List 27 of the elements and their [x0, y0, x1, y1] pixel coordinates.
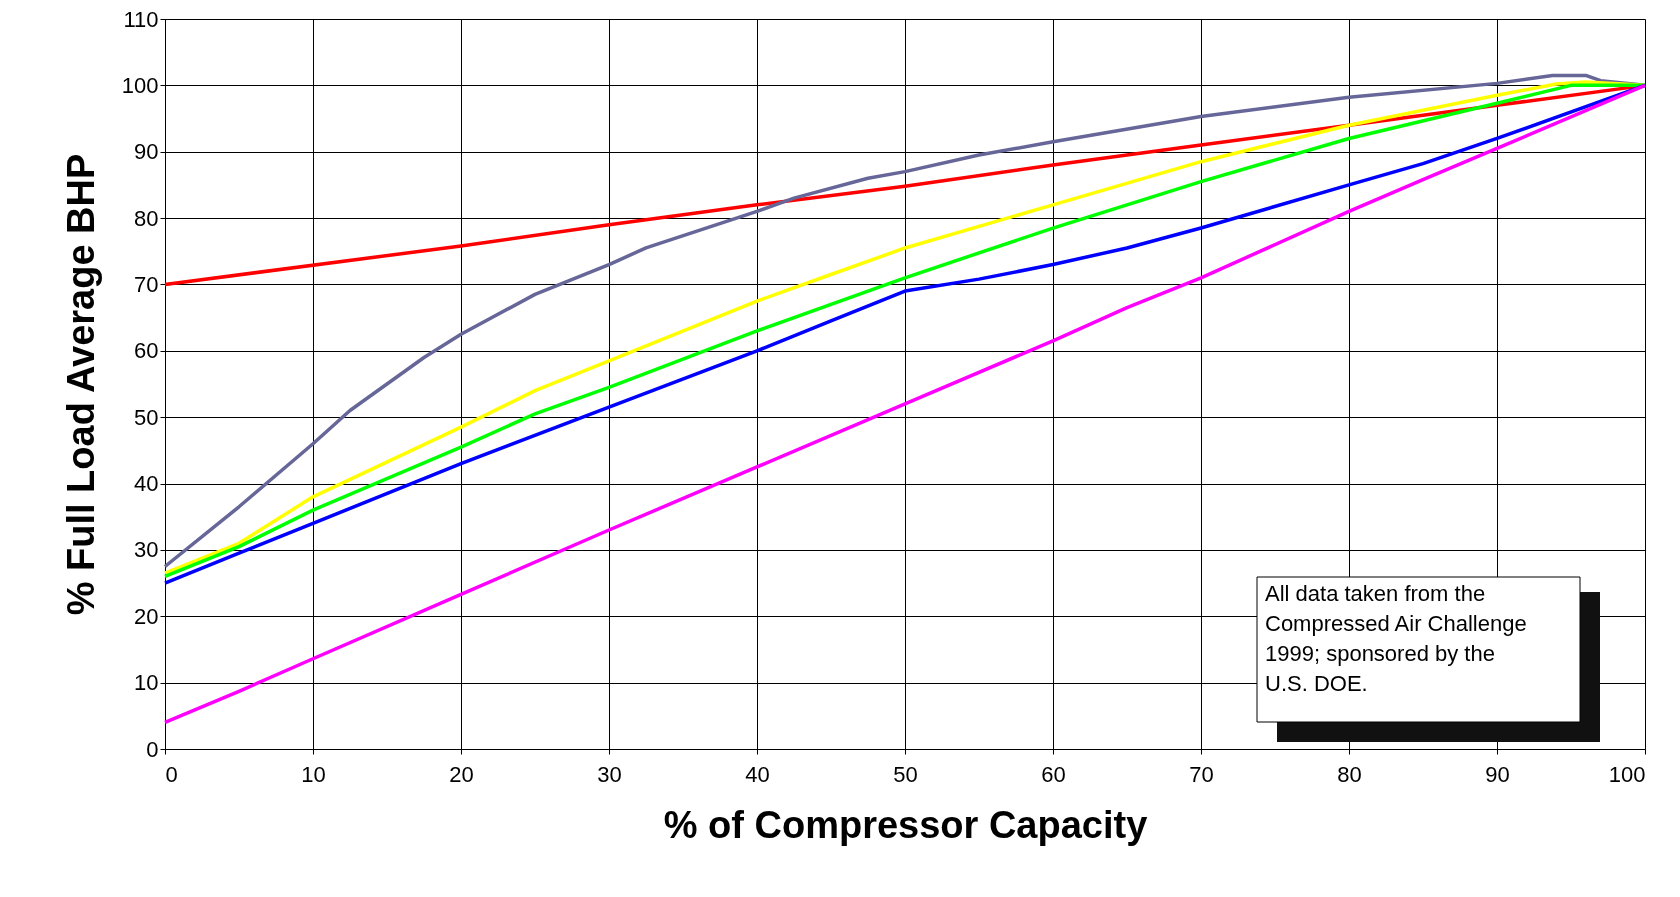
x-axis-title: % of Compressor Capacity: [663, 803, 1148, 846]
x-tick-label: 70: [1189, 761, 1214, 787]
y-tick-label: 70: [134, 271, 159, 297]
y-tick-label: 80: [134, 205, 159, 231]
x-tick-label: 10: [301, 761, 326, 787]
y-tick-label: 110: [123, 6, 159, 32]
y-tick-label: 40: [134, 471, 159, 497]
y-tick-label: 30: [134, 537, 159, 563]
y-tick-label: 90: [134, 139, 159, 165]
y-tick-label: 20: [134, 603, 159, 629]
x-tick-label: 20: [449, 761, 474, 787]
x-tick-label: 50: [893, 761, 918, 787]
y-tick-label: 60: [134, 338, 159, 364]
x-tick-label: 80: [1337, 761, 1362, 787]
x-tick-label: 0: [165, 761, 178, 787]
annotation: All data taken from the Compressed Air Challenge 1999; sponsored by the U.S. DOE.: [1265, 581, 1527, 696]
y-tick-label: 50: [134, 404, 159, 430]
y-tick-label: 10: [134, 670, 159, 696]
y-tick-label: 100: [121, 72, 159, 98]
x-tick-label: 90: [1485, 761, 1510, 787]
x-tick-label: 60: [1041, 761, 1066, 787]
x-tick-label: 100: [1608, 761, 1646, 787]
y-tick-label: 0: [146, 736, 159, 762]
y-axis-title: % Full Load Average BHP: [59, 153, 102, 616]
line-series: [163, 83, 1647, 725]
x-tick-label: 30: [597, 761, 622, 787]
x-tick-label: 40: [745, 761, 770, 787]
